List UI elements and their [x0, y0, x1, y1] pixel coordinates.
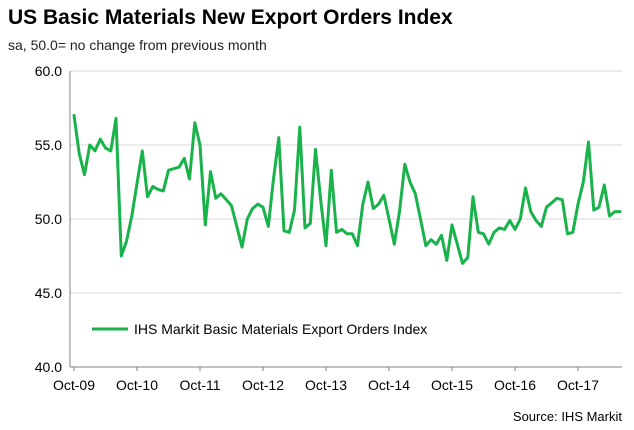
y-tick-label: 50.0 — [35, 211, 62, 227]
x-tick-label: Oct-12 — [242, 377, 284, 393]
x-tick-label: Oct-14 — [368, 377, 410, 393]
x-tick-label: Oct-16 — [494, 377, 536, 393]
x-tick-label: Oct-09 — [53, 377, 95, 393]
x-tick-label: Oct-15 — [431, 377, 473, 393]
chart-subtitle: sa, 50.0= no change from previous month — [8, 37, 267, 53]
x-tick-label: Oct-11 — [180, 377, 221, 393]
chart-source: Source: IHS Markit — [512, 409, 622, 424]
chart-title: US Basic Materials New Export Orders Ind… — [8, 6, 453, 29]
x-tick-label: Oct-10 — [116, 377, 158, 393]
y-tick-label: 40.0 — [35, 359, 62, 375]
y-tick-label: 55.0 — [35, 137, 62, 153]
y-tick-label: 45.0 — [35, 285, 62, 301]
y-axis-ticks: 60.0 55.0 50.0 45.0 40.0 — [35, 63, 62, 375]
series — [72, 113, 622, 265]
x-tick-label: Oct-13 — [305, 377, 347, 393]
axes — [69, 71, 622, 368]
legend: IHS Markit Basic Materials Export Orders… — [92, 321, 427, 337]
legend-label: IHS Markit Basic Materials Export Orders… — [134, 321, 427, 337]
x-tick-label: Oct-17 — [557, 377, 599, 393]
y-tick-label: 60.0 — [35, 63, 62, 79]
x-axis-ticks: Oct-09 Oct-10 Oct-11 Oct-12 Oct-13 Oct-14 Oct-… — [53, 367, 599, 393]
series-line — [72, 113, 622, 265]
grid-lines — [70, 70, 622, 294]
